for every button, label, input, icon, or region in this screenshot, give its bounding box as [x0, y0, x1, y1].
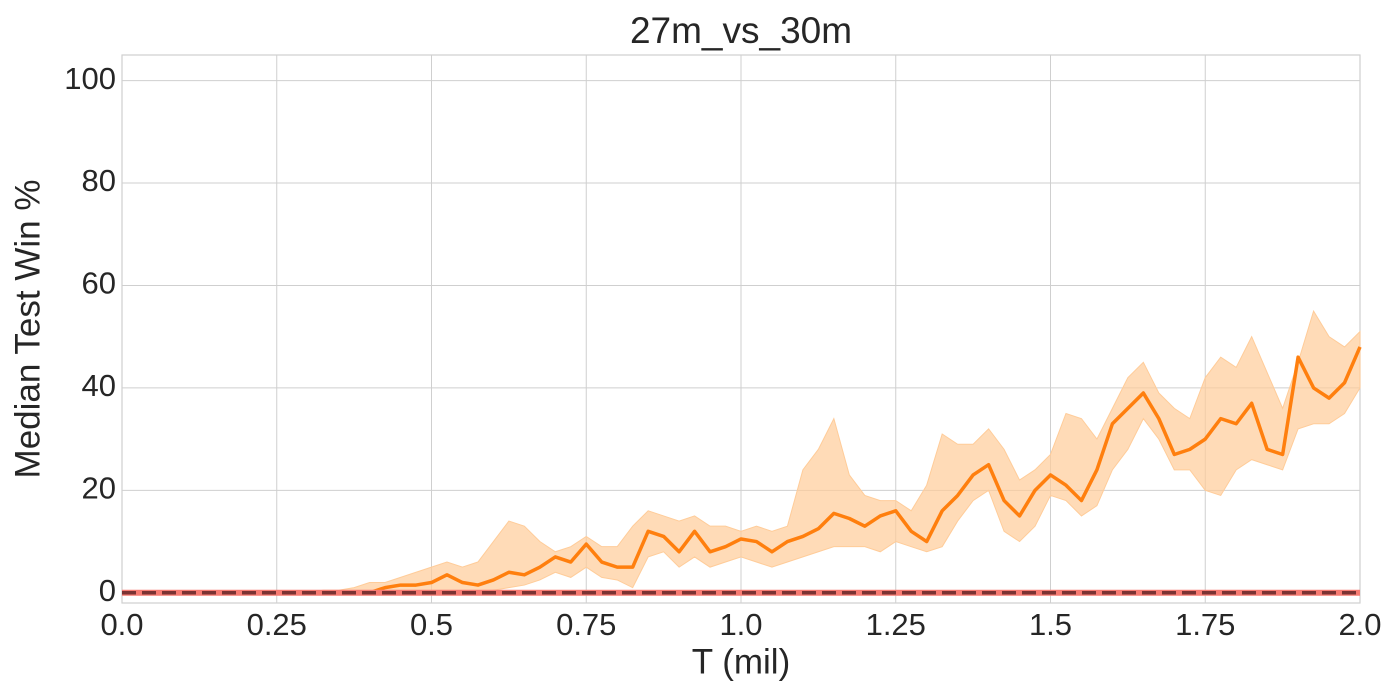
- x-tick-label: 0.75: [556, 607, 616, 642]
- y-tick-label: 40: [82, 368, 116, 403]
- y-tick-label: 100: [64, 61, 116, 96]
- x-tick-label: 1.25: [866, 607, 926, 642]
- x-tick-label: 0.5: [410, 607, 453, 642]
- chart-title: 27m_vs_30m: [630, 10, 852, 51]
- x-tick-label: 0.25: [247, 607, 307, 642]
- y-tick-label: 60: [82, 266, 116, 301]
- y-tick-label: 80: [82, 163, 116, 198]
- y-tick-label: 20: [82, 471, 116, 506]
- x-tick-label: 1.0: [719, 607, 762, 642]
- x-axis-label: T (mil): [692, 642, 791, 681]
- confidence-band: [122, 309, 1361, 594]
- x-tick-label: 1.75: [1175, 607, 1235, 642]
- x-tick-label: 0.0: [100, 607, 143, 642]
- y-axis-label: Median Test Win %: [8, 180, 47, 479]
- y-tick-label: 0: [99, 573, 116, 608]
- x-tick-label: 1.5: [1029, 607, 1072, 642]
- x-tick-label: 2.0: [1338, 607, 1381, 642]
